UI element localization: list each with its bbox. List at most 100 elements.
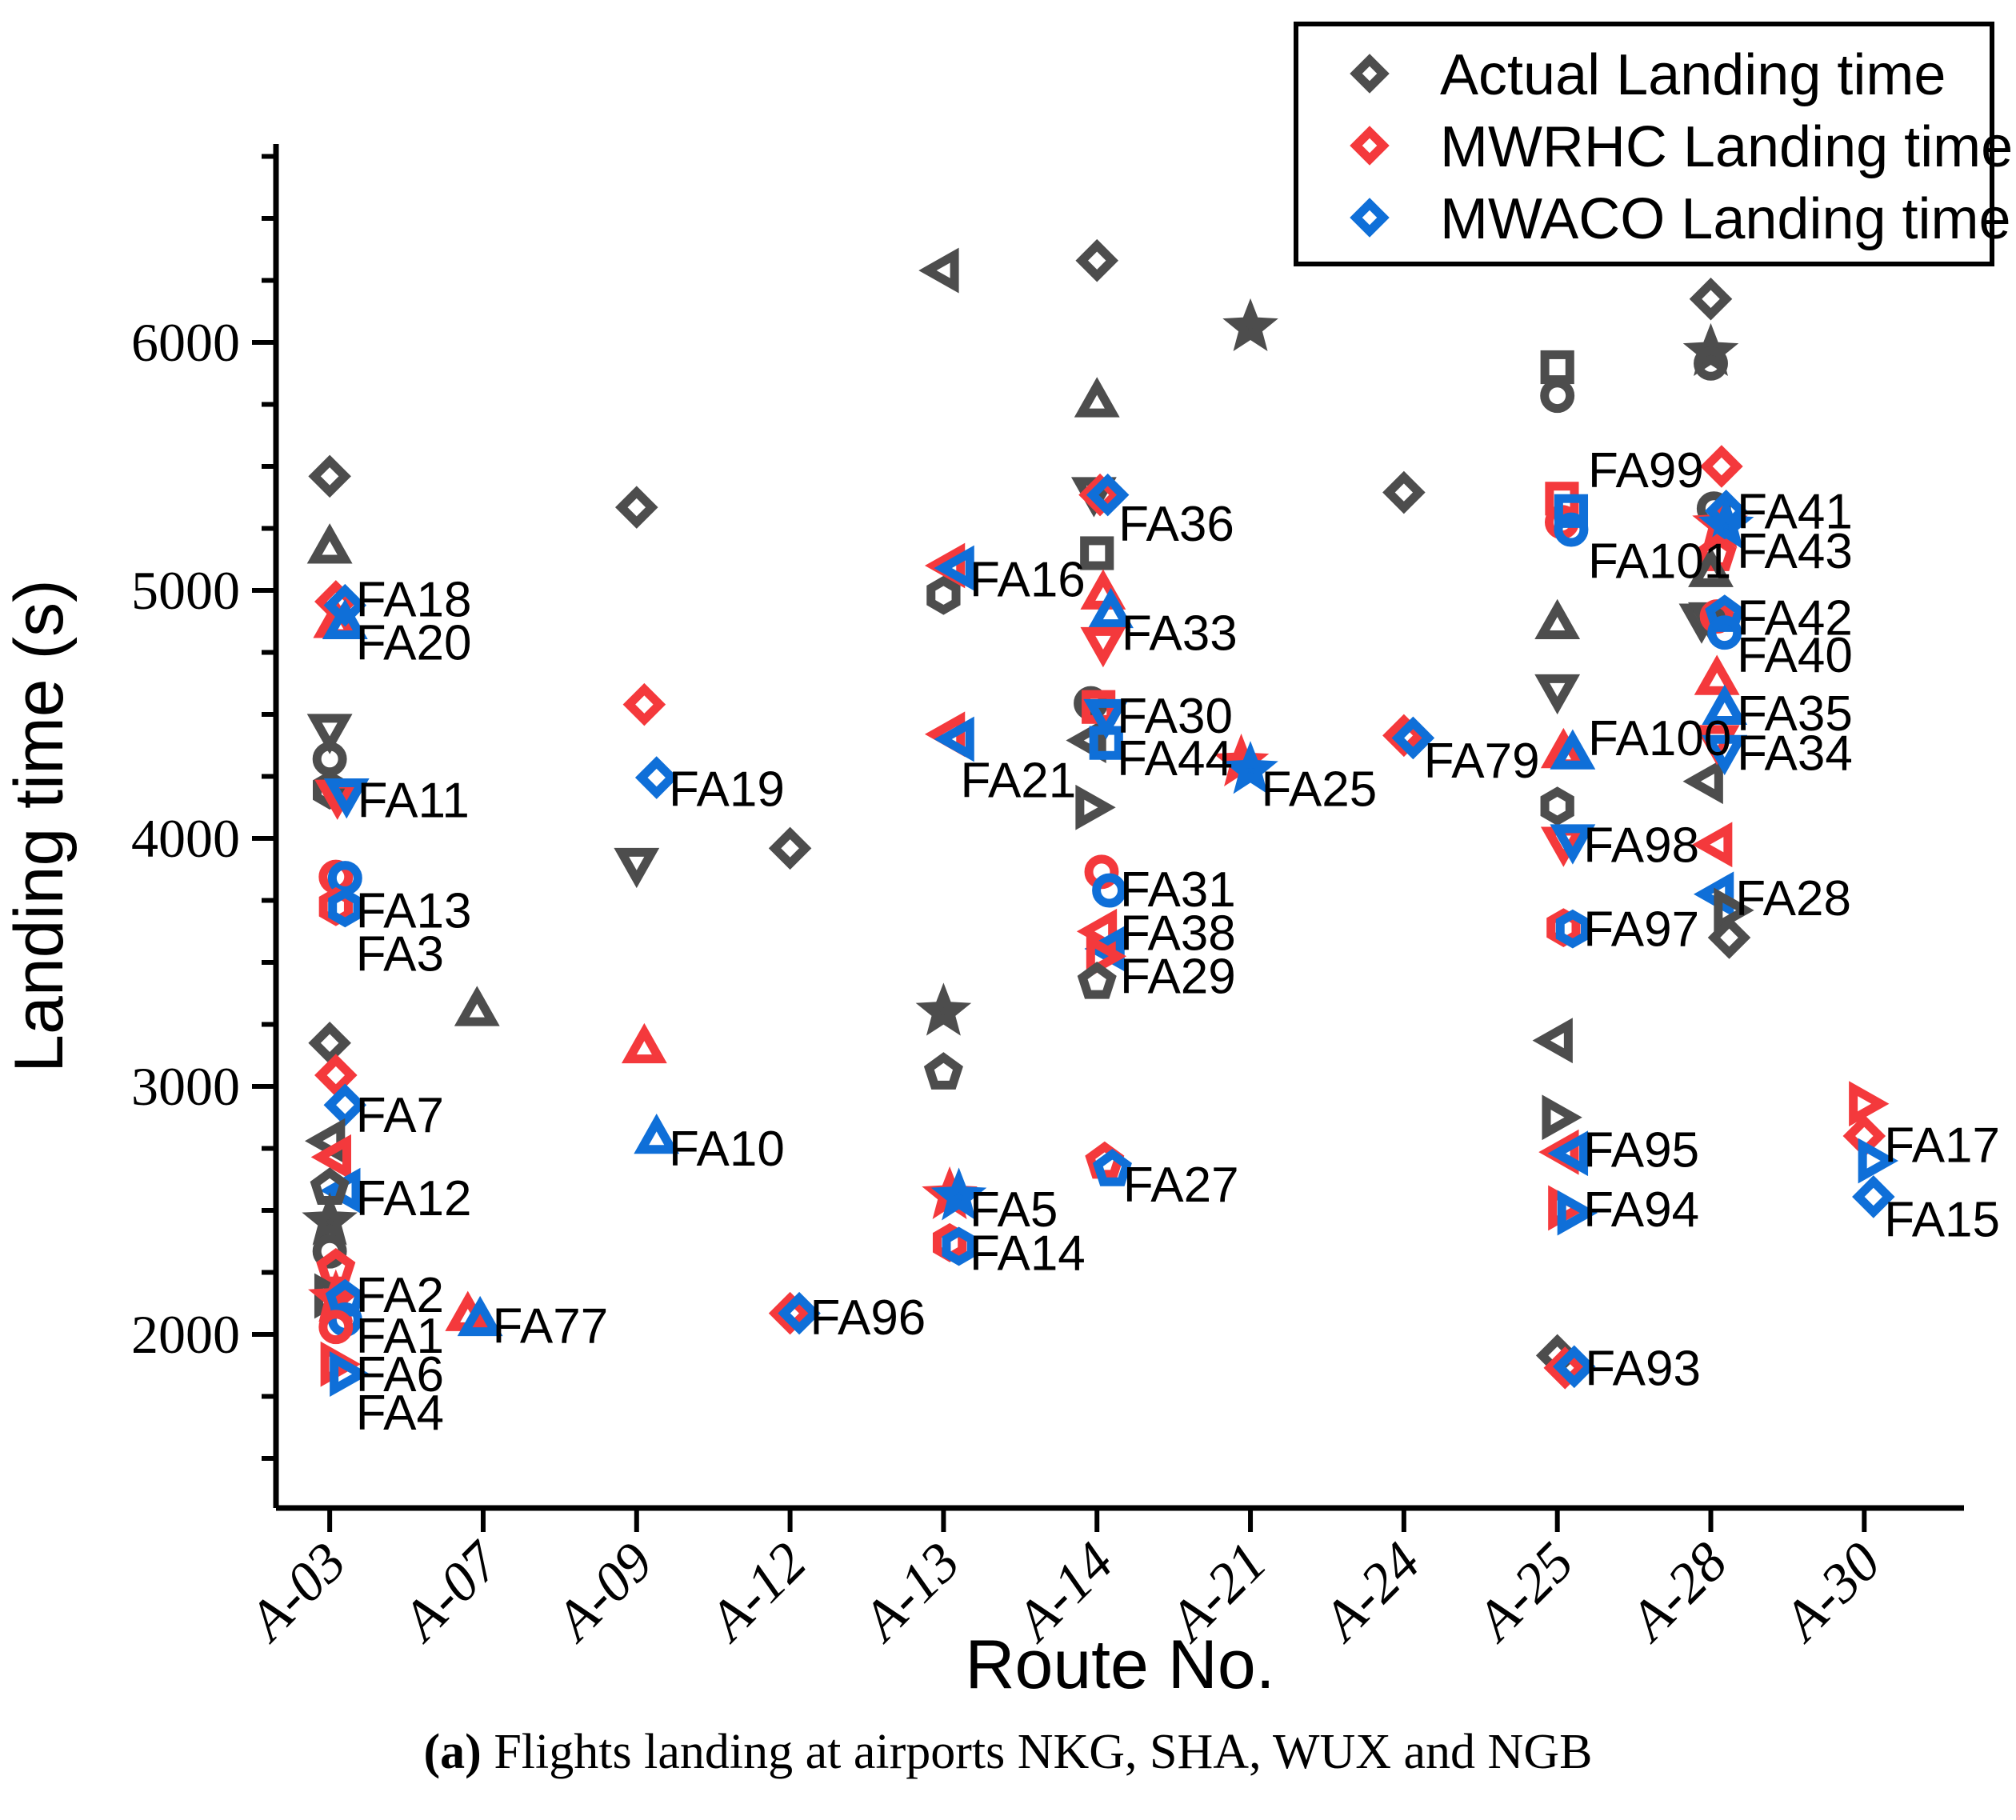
data-point-circle[interactable] bbox=[1707, 615, 1742, 650]
data-point-circle[interactable] bbox=[1554, 512, 1589, 547]
data-point-triangle-left[interactable] bbox=[1547, 1130, 1589, 1177]
data-point-triangle-right[interactable] bbox=[1557, 1190, 1598, 1236]
data-point-triangle[interactable] bbox=[1694, 654, 1740, 695]
data-point-diamond[interactable] bbox=[1075, 238, 1119, 282]
x-axis-tick-label[interactable]: A-07 bbox=[389, 1530, 514, 1654]
data-point-diamond[interactable] bbox=[768, 826, 812, 870]
data-point-triangle-left[interactable] bbox=[934, 716, 974, 762]
data-point-star[interactable] bbox=[930, 1167, 987, 1221]
data-point-diamond[interactable] bbox=[614, 486, 658, 529]
data-point-triangle[interactable] bbox=[1550, 729, 1596, 770]
data-point-triangle-right[interactable] bbox=[330, 1351, 370, 1398]
data-point-circle[interactable] bbox=[312, 742, 347, 777]
data-point-star[interactable] bbox=[1698, 496, 1754, 550]
data-point-star[interactable] bbox=[1222, 741, 1278, 794]
data-point-diamond[interactable] bbox=[323, 1083, 367, 1127]
x-axis-tick-label[interactable]: A-30 bbox=[1770, 1531, 1892, 1654]
data-point-square[interactable] bbox=[1089, 726, 1123, 760]
data-point-triangle[interactable] bbox=[1702, 684, 1748, 725]
data-point-diamond[interactable] bbox=[308, 1021, 351, 1065]
data-point-diamond[interactable] bbox=[1700, 445, 1743, 488]
data-point-diamond[interactable] bbox=[634, 756, 678, 799]
data-point-pentagon[interactable] bbox=[1705, 594, 1745, 632]
data-point-square[interactable] bbox=[1080, 536, 1114, 570]
legend-label[interactable]: Actual Landing time bbox=[1440, 43, 1946, 107]
data-point-star[interactable] bbox=[302, 1192, 358, 1246]
data-point-diamond[interactable] bbox=[1078, 473, 1122, 517]
data-point-diamond[interactable] bbox=[778, 1291, 821, 1335]
data-point-hexagon[interactable] bbox=[1555, 909, 1590, 949]
data-point-hexagon[interactable] bbox=[926, 575, 961, 615]
data-point-triangle[interactable] bbox=[306, 523, 353, 564]
data-point-triangle[interactable] bbox=[1688, 546, 1734, 587]
x-axis-tick-label[interactable]: A-13 bbox=[849, 1531, 971, 1654]
data-point-triangle-right[interactable] bbox=[1086, 933, 1127, 979]
data-point-triangle-left[interactable] bbox=[1076, 908, 1118, 954]
data-point-triangle-right[interactable] bbox=[1849, 1081, 1890, 1127]
data-point-triangle-down[interactable] bbox=[1702, 734, 1748, 776]
x-axis-tick-label[interactable]: A-28 bbox=[1616, 1531, 1738, 1654]
data-point-diamond[interactable] bbox=[1553, 1345, 1596, 1389]
x-axis-tick-label[interactable]: A-12 bbox=[695, 1531, 818, 1654]
data-point-diamond[interactable] bbox=[323, 583, 367, 627]
x-axis-tick-label[interactable]: A-24 bbox=[1310, 1531, 1432, 1654]
data-point-diamond[interactable] bbox=[1707, 916, 1751, 959]
data-point-triangle-right[interactable] bbox=[1858, 1138, 1898, 1184]
data-point-pentagon[interactable] bbox=[1092, 1149, 1132, 1186]
data-point-square[interactable] bbox=[1540, 350, 1574, 385]
data-point-diamond[interactable] bbox=[1391, 716, 1435, 760]
data-point-triangle[interactable] bbox=[1534, 598, 1581, 640]
x-axis-tick-label[interactable]: A-25 bbox=[1462, 1531, 1585, 1654]
data-point-diamond[interactable] bbox=[768, 1291, 812, 1335]
data-point-triangle-left[interactable] bbox=[1066, 718, 1106, 763]
data-point-triangle-left[interactable] bbox=[310, 1134, 351, 1180]
data-point-triangle[interactable] bbox=[621, 1022, 667, 1064]
data-point-star[interactable] bbox=[1222, 298, 1278, 351]
data-point-triangle[interactable] bbox=[1088, 587, 1134, 629]
data-point-triangle-down[interactable] bbox=[323, 778, 370, 819]
data-point-triangle[interactable] bbox=[454, 986, 500, 1026]
data-point-pentagon[interactable] bbox=[325, 1278, 365, 1317]
data-point-triangle-down[interactable] bbox=[1083, 698, 1130, 740]
data-point-pentagon[interactable] bbox=[923, 1052, 963, 1090]
data-point-diamond[interactable] bbox=[1543, 1346, 1587, 1390]
data-point-triangle-right[interactable] bbox=[1542, 1094, 1582, 1141]
data-point-triangle-left[interactable] bbox=[1682, 758, 1723, 805]
data-point-triangle[interactable] bbox=[634, 1113, 680, 1154]
data-point-triangle-down[interactable] bbox=[306, 714, 353, 754]
data-point-pentagon[interactable] bbox=[1077, 962, 1117, 999]
data-point-triangle-right[interactable] bbox=[1075, 784, 1116, 830]
data-point-diamond[interactable] bbox=[308, 454, 351, 498]
data-point-triangle-right[interactable] bbox=[1714, 887, 1754, 934]
data-point-circle[interactable] bbox=[1540, 378, 1575, 414]
data-point-hexagon[interactable] bbox=[942, 1226, 976, 1266]
x-axis-tick-label[interactable]: A-09 bbox=[542, 1531, 665, 1654]
data-point-diamond[interactable] bbox=[314, 1054, 358, 1097]
data-point-hexagon[interactable] bbox=[328, 888, 362, 928]
data-point-diamond[interactable] bbox=[1852, 1175, 1895, 1218]
data-point-star[interactable] bbox=[915, 982, 972, 1036]
data-point-square[interactable] bbox=[1554, 494, 1589, 528]
data-point-diamond[interactable] bbox=[1382, 714, 1426, 758]
data-point-circle[interactable] bbox=[1092, 873, 1127, 908]
data-point-triangle-left[interactable] bbox=[1692, 822, 1733, 868]
x-axis-tick-label[interactable]: A-03 bbox=[235, 1531, 358, 1654]
data-point-triangle[interactable] bbox=[1074, 377, 1120, 418]
data-point-diamond[interactable] bbox=[1689, 277, 1733, 321]
data-point-diamond[interactable] bbox=[622, 682, 666, 726]
data-point-triangle-down[interactable] bbox=[1080, 626, 1126, 668]
data-point-triangle-left[interactable] bbox=[918, 247, 959, 294]
data-point-circle[interactable] bbox=[312, 1234, 347, 1269]
data-point-circle[interactable] bbox=[1694, 346, 1728, 381]
legend-label[interactable]: MWRHC Landing time bbox=[1440, 115, 2013, 179]
data-point-hexagon[interactable] bbox=[1540, 786, 1574, 826]
data-point-triangle-left[interactable] bbox=[1532, 1018, 1573, 1064]
legend-label[interactable]: MWACO Landing time bbox=[1440, 187, 2011, 251]
data-point-diamond[interactable] bbox=[1382, 470, 1426, 514]
data-point-triangle-left[interactable] bbox=[934, 545, 974, 591]
data-point-triangle[interactable] bbox=[457, 1295, 503, 1337]
data-point-circle[interactable] bbox=[318, 1310, 354, 1345]
data-point-diamond[interactable] bbox=[1086, 473, 1130, 517]
data-point-triangle[interactable] bbox=[322, 598, 368, 640]
data-point-triangle-down[interactable] bbox=[1534, 674, 1581, 715]
